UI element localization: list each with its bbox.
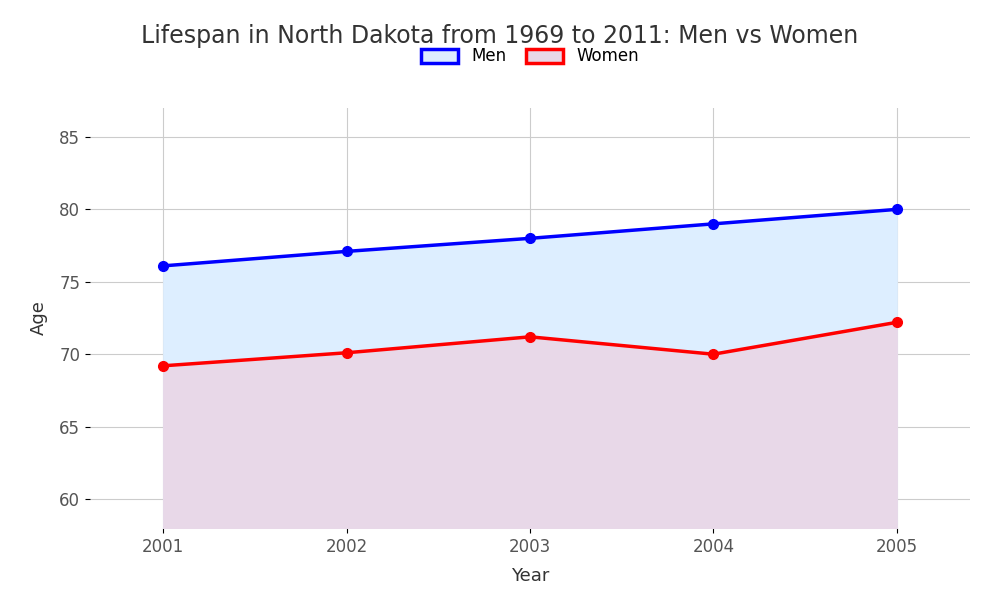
Text: Lifespan in North Dakota from 1969 to 2011: Men vs Women: Lifespan in North Dakota from 1969 to 20… xyxy=(141,24,859,48)
X-axis label: Year: Year xyxy=(511,567,549,585)
Y-axis label: Age: Age xyxy=(30,301,48,335)
Legend: Men, Women: Men, Women xyxy=(414,41,646,72)
